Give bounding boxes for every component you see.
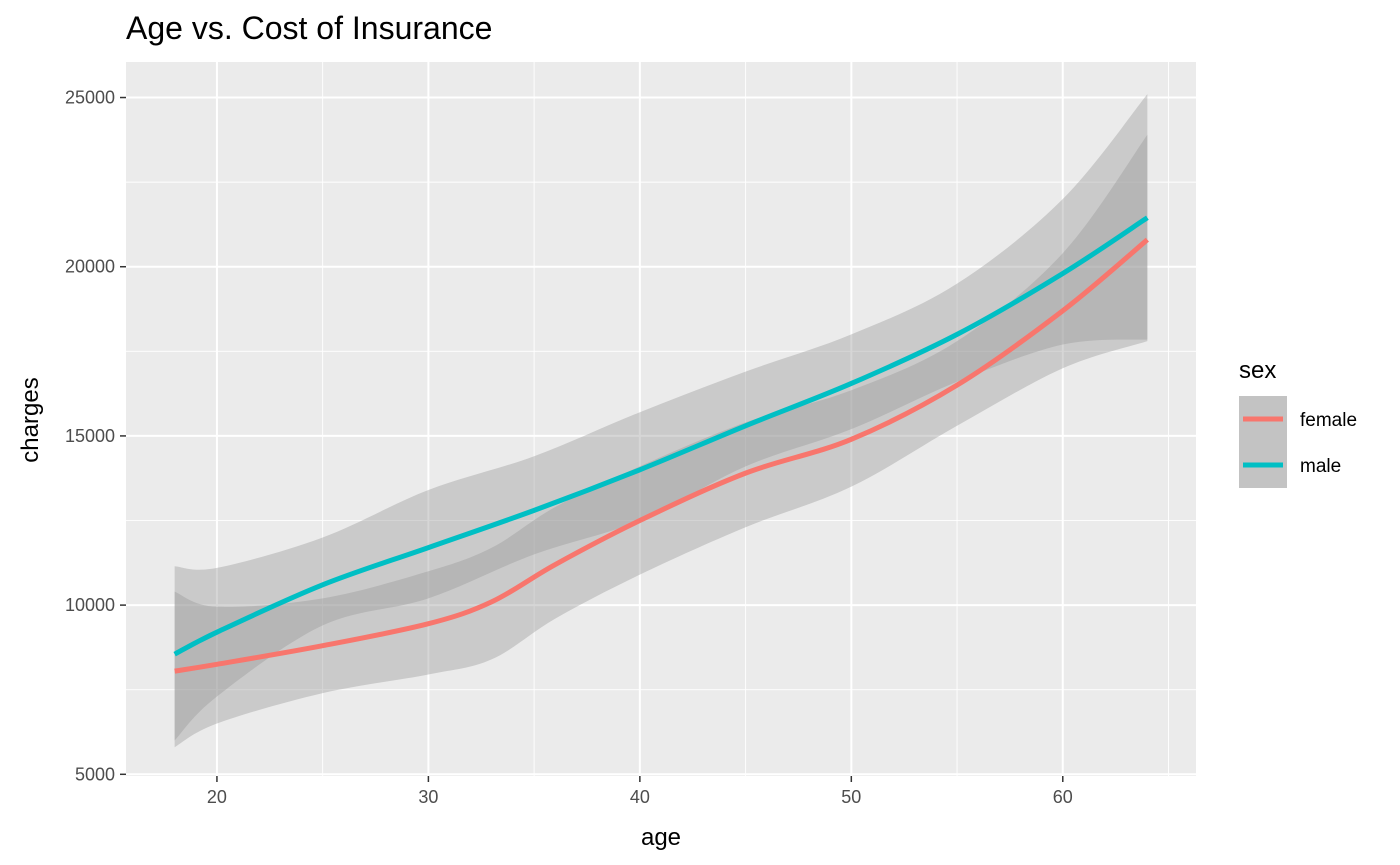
x-tick-label: 20	[207, 787, 227, 807]
legend-title: sex	[1239, 357, 1276, 384]
legend-label-female: female	[1300, 410, 1357, 431]
confidence-band-male	[174, 94, 1148, 741]
series-line-male	[173, 215, 1149, 657]
x-tick-label: 40	[630, 787, 650, 807]
axis-ticks: 20 30 40 50 60 5000 10000 15000 20000 25000	[65, 88, 1073, 807]
series-line-female	[174, 237, 1149, 674]
x-tick-label: 60	[1053, 787, 1073, 807]
legend-label-male: male	[1300, 456, 1341, 477]
y-tick-label: 15000	[65, 426, 115, 446]
legend: sex female male	[1239, 357, 1357, 488]
y-tick-label: 5000	[75, 764, 115, 784]
grid	[126, 62, 1196, 776]
x-tick-label: 30	[418, 787, 438, 807]
confidence-band-female	[174, 134, 1148, 748]
x-tick-label: 50	[841, 787, 861, 807]
y-axis-title: charges	[17, 377, 44, 462]
y-tick-label: 10000	[65, 595, 115, 615]
x-axis-title: age	[641, 824, 681, 851]
chart-title: Age vs. Cost of Insurance	[126, 10, 492, 46]
y-tick-label: 25000	[65, 88, 115, 108]
plot-panel	[126, 62, 1196, 776]
y-tick-label: 20000	[65, 257, 115, 277]
series-lines	[173, 215, 1149, 674]
confidence-bands	[174, 94, 1148, 748]
